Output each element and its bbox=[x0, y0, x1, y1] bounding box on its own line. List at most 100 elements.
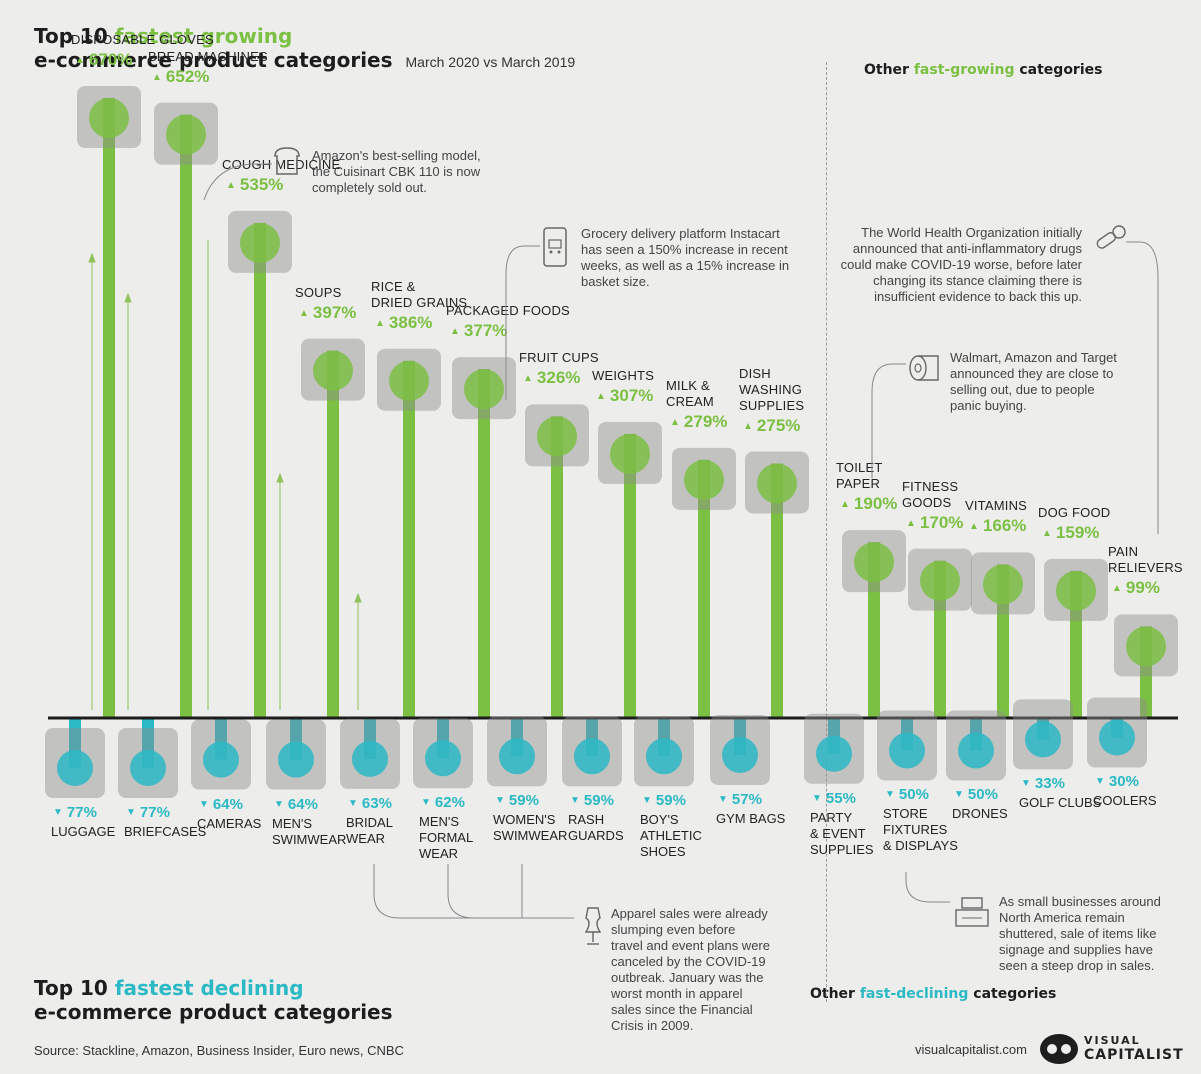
down-triangle-icon: ▼ bbox=[1095, 776, 1105, 788]
growth-value-text: 652% bbox=[165, 66, 210, 86]
decline-bubble-men-s-formal-wear bbox=[425, 740, 461, 777]
note-who: The World Health Organization initially … bbox=[840, 225, 1082, 305]
note-instacart-line-4: basket size. bbox=[581, 274, 650, 289]
note-apparel-line-1: Apparel sales were already bbox=[611, 906, 768, 921]
growth-label-line: TOILET bbox=[836, 460, 883, 476]
growth-bubble-dish-washing-supplies bbox=[757, 463, 797, 504]
title-accent: fastest growing bbox=[114, 24, 293, 48]
growth-value-dog-food: ▲ 159% bbox=[1042, 523, 1099, 543]
growth-value-toilet-paper: ▲ 190% bbox=[840, 494, 897, 514]
bread-icon bbox=[274, 147, 300, 175]
growth-label-line: GOODS bbox=[902, 494, 952, 510]
cash-register-icon bbox=[955, 897, 989, 927]
dress-form-icon bbox=[584, 907, 602, 945]
growth-label-vitamins: VITAMINS bbox=[965, 498, 1027, 514]
note-bread-connector bbox=[203, 163, 272, 201]
growth-value-milk-cream: ▲ 279% bbox=[670, 412, 727, 432]
decline-label-line: RASH bbox=[568, 812, 605, 828]
decline-value-text: 59% bbox=[583, 792, 614, 810]
growth-label-line: DOG FOOD bbox=[1038, 504, 1111, 520]
decline-value-men-s-swimwear: ▼ 64% bbox=[274, 796, 318, 813]
visual-capitalist-logo-icon bbox=[1040, 1034, 1078, 1064]
growth-stem-rice-dried-grains bbox=[403, 360, 415, 718]
note-bread-line-2: the Cuisinart CBK 110 is now bbox=[312, 164, 481, 179]
decline-value-text: 50% bbox=[898, 786, 929, 804]
decline-label-briefcases: BRIEFCASES bbox=[124, 824, 206, 840]
title-prefix: Top 10 bbox=[34, 24, 108, 48]
growth-stem-disposable-gloves bbox=[103, 98, 115, 718]
other-declining-heading: Other fast-declining categories bbox=[810, 986, 1056, 1002]
up-triangle-icon: ▲ bbox=[596, 390, 606, 402]
decline-value-party-event-supplies: ▼ 55% bbox=[812, 790, 856, 807]
note-apparel-line-8: Crisis in 2009. bbox=[611, 1018, 694, 1033]
decline-value-text: 64% bbox=[212, 795, 243, 813]
down-triangle-icon: ▼ bbox=[642, 795, 652, 807]
growth-label-line: PACKAGED FOODS bbox=[446, 303, 570, 319]
note-instacart-connector bbox=[505, 245, 540, 400]
decline-label-coolers: COOLERS bbox=[1093, 793, 1157, 809]
growth-label-line: SUPPLIES bbox=[739, 397, 805, 413]
decline-label-line: DRONES bbox=[952, 806, 1008, 822]
chart-subtitle: March 2020 vs March 2019 bbox=[405, 54, 576, 70]
note-toilet-connector bbox=[871, 363, 906, 478]
footer-chart-title: Top 10 fastest declining e-commerce prod… bbox=[34, 976, 393, 1024]
decline-value-store-fixtures-displays: ▼ 50% bbox=[885, 786, 929, 803]
decline-bubble-bridal-wear bbox=[352, 740, 388, 777]
growth-bubble-rice-dried-grains bbox=[389, 360, 429, 401]
growth-label-packaged-foods: PACKAGED FOODS bbox=[446, 303, 570, 319]
growth-label-soups: SOUPS bbox=[295, 285, 342, 301]
site-url[interactable]: visualcapitalist.com bbox=[915, 1042, 1027, 1057]
note-apparel-line-6: worst month in apparel bbox=[611, 986, 743, 1001]
note-toilet-line-1: Walmart, Amazon and Target bbox=[950, 350, 1117, 365]
growth-stem-packaged-foods bbox=[478, 369, 490, 718]
decline-label-drones: DRONES bbox=[952, 806, 1008, 822]
growth-value-text: 190% bbox=[853, 494, 898, 514]
rising-arrows-decoration bbox=[88, 240, 362, 710]
decline-bubble-store-fixtures-displays bbox=[889, 732, 925, 769]
up-triangle-icon: ▲ bbox=[743, 420, 753, 432]
growth-bubble-pain-relievers bbox=[1126, 626, 1166, 667]
down-triangle-icon: ▼ bbox=[348, 797, 358, 809]
other-declining-accent: fast-declining bbox=[859, 986, 969, 1002]
growth-value-text: 670% bbox=[88, 50, 133, 69]
growth-stem-milk-cream bbox=[698, 459, 710, 718]
note-apparel-line-4: canceled by the COVID-19 bbox=[611, 954, 766, 969]
decline-bubble-women-s-swimwear bbox=[499, 738, 535, 775]
note-bread-line-1: Amazon's best-selling model, bbox=[312, 148, 481, 163]
growth-label-dog-food: DOG FOOD bbox=[1038, 505, 1110, 521]
note-who-line-4: changing its stance claiming there is bbox=[873, 273, 1082, 288]
decline-label-women-s-swimwear: WOMEN'S SWIMWEAR bbox=[493, 812, 567, 844]
note-who-connector bbox=[1126, 241, 1159, 534]
decline-label-golf-clubs: GOLF CLUBS bbox=[1019, 795, 1101, 811]
growth-bubble-bread-machines bbox=[166, 114, 206, 155]
note-instacart-line-3: weeks, as well as a 15% increase in bbox=[581, 258, 790, 273]
up-triangle-icon: ▲ bbox=[523, 373, 533, 385]
decline-value-text: 77% bbox=[66, 804, 97, 821]
growth-label-line: RICE & bbox=[371, 278, 416, 294]
decline-label-men-s-formal-wear: MEN'S FORMAL WEAR bbox=[419, 814, 473, 862]
growth-stem-fruit-cups bbox=[551, 416, 563, 718]
growth-label-milk-cream: MILK & CREAM bbox=[666, 378, 714, 410]
decline-label-line: & DISPLAYS bbox=[883, 838, 958, 854]
decline-value-text: 64% bbox=[287, 795, 318, 813]
growth-bubble-disposable-gloves bbox=[89, 98, 129, 138]
note-smallbiz-line-1: As small businesses around bbox=[999, 894, 1161, 909]
decline-label-cameras: CAMERAS bbox=[197, 816, 261, 832]
note-apparel-line-3: travel and event plans were bbox=[611, 938, 770, 953]
growth-label-toilet-paper: TOILET PAPER bbox=[836, 460, 882, 492]
visual-capitalist-logo: VISUAL CAPITALIST bbox=[1084, 1034, 1184, 1062]
down-triangle-icon: ▼ bbox=[1021, 778, 1031, 790]
decline-label-line: WEAR bbox=[419, 846, 458, 862]
decline-bubble-drones bbox=[958, 732, 994, 769]
growth-label-bread-machines: BREAD MACHINES bbox=[148, 49, 268, 65]
growth-label-line: PAIN bbox=[1108, 544, 1139, 560]
decline-value-drones: ▼ 50% bbox=[954, 786, 998, 803]
decline-label-line: & EVENT bbox=[810, 825, 866, 841]
decline-label-line: WOMEN'S bbox=[493, 812, 556, 828]
note-small-business: As small businesses around North America… bbox=[999, 894, 1161, 974]
growth-label-line: CREAM bbox=[666, 393, 714, 409]
decline-value-text: 33% bbox=[1034, 775, 1065, 793]
growth-value-text: 307% bbox=[609, 385, 654, 405]
growth-value-disposable-gloves: ▲ 670% bbox=[75, 50, 132, 70]
